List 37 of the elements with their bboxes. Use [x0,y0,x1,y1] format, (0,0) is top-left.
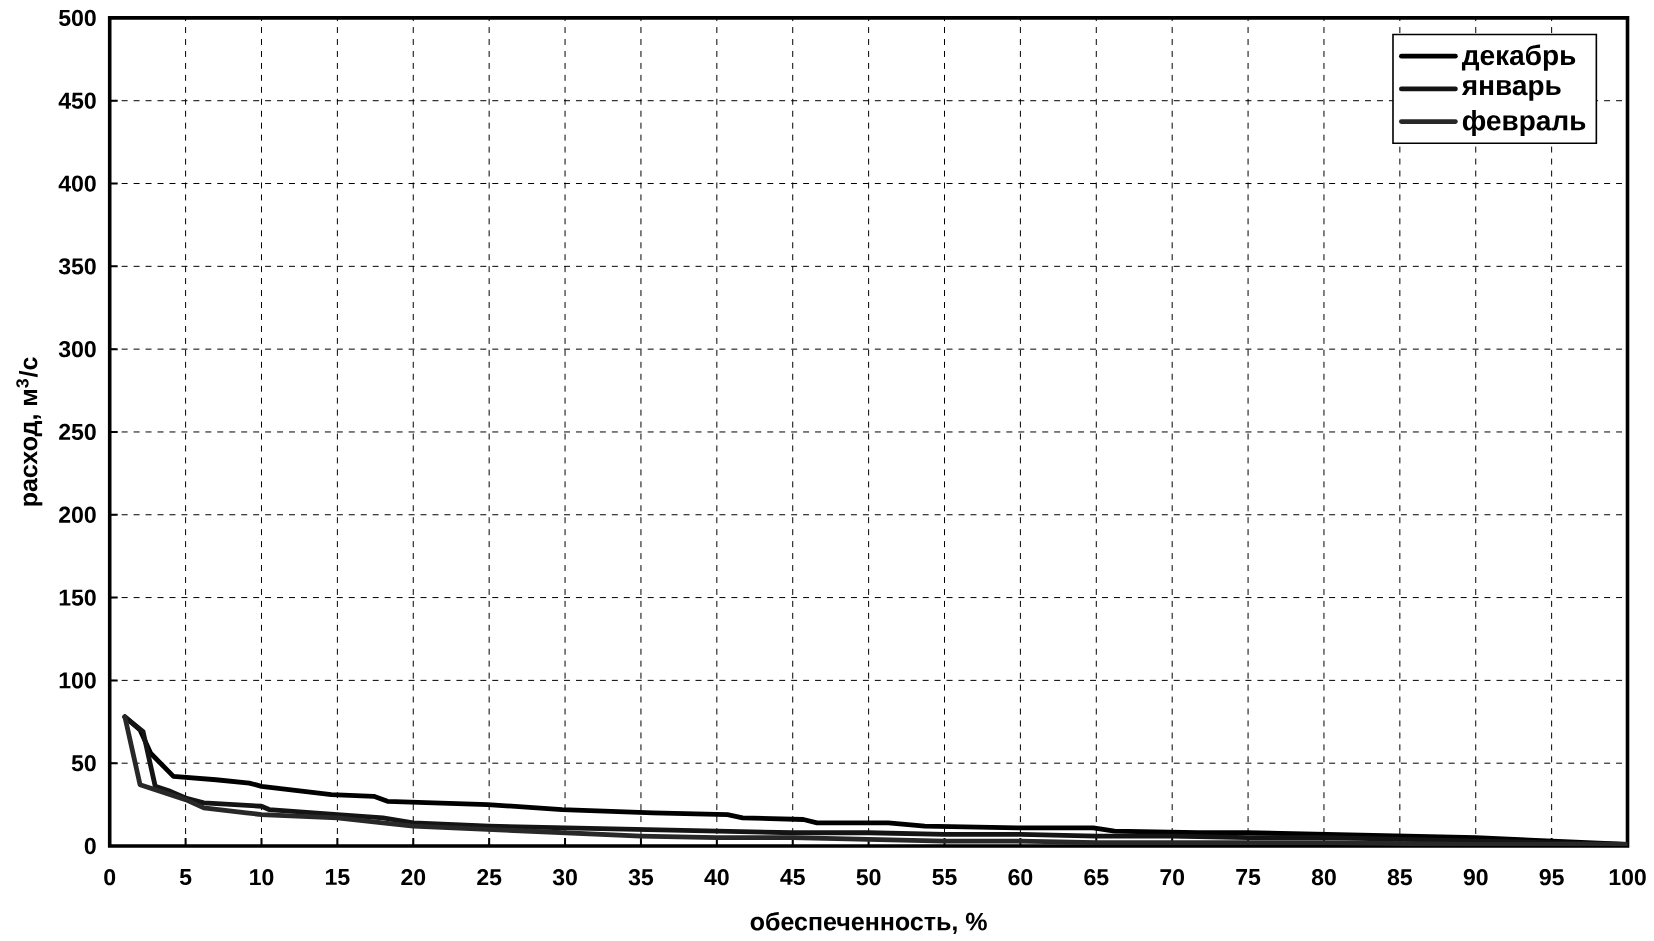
x-tick-label: 30 [552,869,577,886]
y-tick-label: 500 [59,9,96,27]
y-tick-label: 150 [59,589,96,606]
y-tick-label: 200 [59,506,96,523]
x-tick-label: 60 [1008,869,1033,886]
y-tick-label: 350 [58,258,96,275]
legend-label: декабрь [1461,44,1576,71]
legend-label: январь [1461,79,1561,101]
y-tick-label: 50 [71,755,96,772]
y-tick-label: 100 [59,672,96,689]
x-tick-label: 0 [104,869,116,886]
x-tick-label: 50 [856,869,881,886]
x-axis-title: обеспеченность, % [750,911,987,935]
x-tick-label: 5 [179,869,192,886]
x-tick-label: 55 [932,869,957,886]
y-axis-title: расход, м$^{3}$/с [16,357,43,506]
legend-label: февраль [1462,109,1586,137]
y-tick-label: 450 [58,92,96,109]
x-tick-label: 15 [326,869,350,886]
x-tick-label: 100 [1609,869,1646,886]
x-tick-label: 45 [780,869,805,886]
y-tick-label: 400 [58,175,96,192]
x-tick-label: 20 [401,869,426,886]
x-tick-label: 25 [477,869,502,886]
x-tick-label: 95 [1539,869,1564,886]
x-tick-label: 85 [1387,869,1412,886]
x-tick-label: 40 [704,869,729,886]
x-tick-label: 80 [1311,869,1336,886]
x-tick-label: 10 [250,869,274,886]
y-tick-label: 0 [84,837,96,855]
x-tick-label: 75 [1236,869,1261,886]
x-tick-label: 65 [1084,869,1109,886]
y-tick-label: 300 [58,340,96,358]
x-tick-label: 90 [1463,869,1488,886]
x-tick-label: 35 [628,869,654,886]
y-tick-label: 250 [59,423,96,441]
x-tick-label: 70 [1160,869,1185,886]
